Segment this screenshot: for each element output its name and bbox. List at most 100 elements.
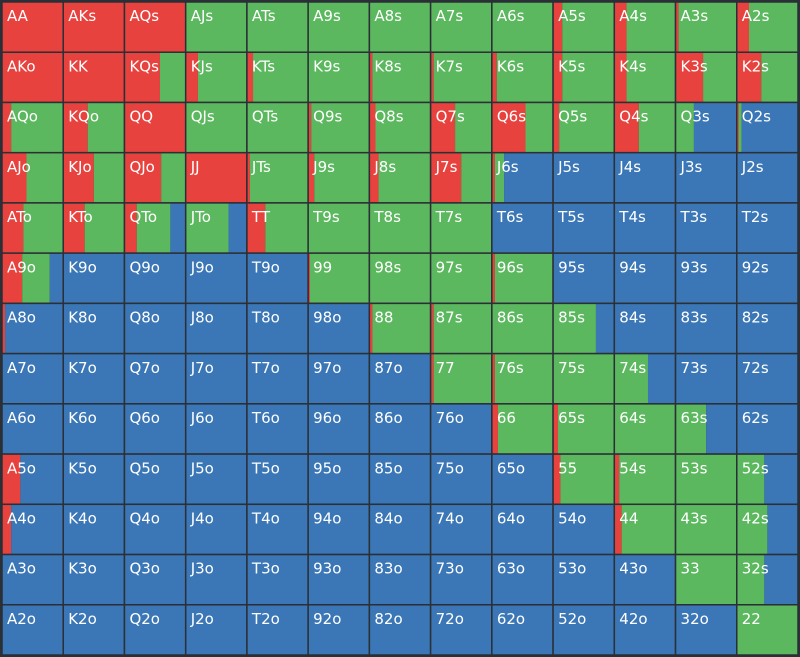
mix-segment (647, 353, 676, 404)
mix-segment (2, 454, 21, 505)
hand-label: J2o (190, 610, 214, 628)
mix-segment (430, 102, 456, 153)
hand-label: Q8o (129, 309, 160, 327)
mix-segment (614, 403, 676, 455)
hand-label: AJo (7, 158, 31, 176)
mix-segment (736, 454, 765, 505)
mix-segment (185, 454, 247, 505)
hand-label: KJs (191, 57, 213, 75)
mix-segment (703, 52, 737, 103)
mix-segment (553, 152, 615, 203)
mix-segment (124, 152, 162, 203)
mix-segment (124, 504, 186, 555)
mix-segment (63, 52, 125, 103)
hand-label: A6o (7, 409, 36, 427)
mix-segment (124, 202, 137, 254)
mix-segment (614, 353, 648, 404)
mix-segment (553, 403, 558, 455)
hand-label: K5o (68, 459, 97, 477)
mix-segment (311, 102, 370, 153)
mix-segment (124, 403, 186, 455)
hand-label: 54o (558, 510, 586, 528)
mix-segment (136, 202, 171, 254)
mix-segment (491, 253, 495, 304)
mix-segment (124, 554, 186, 605)
hand-label: J3o (190, 560, 214, 578)
mix-segment (553, 52, 563, 103)
mix-segment (767, 504, 798, 555)
hand-label: 52o (558, 610, 586, 628)
mix-segment (626, 52, 676, 103)
hand-label: A3s (681, 7, 709, 25)
mix-segment (124, 353, 186, 404)
hand-label: Q6s (497, 108, 526, 126)
mix-segment (246, 152, 250, 203)
mix-segment (430, 504, 492, 555)
hand-label: T3s (680, 208, 708, 226)
hand-label: K7o (68, 359, 97, 377)
mix-segment (246, 202, 266, 254)
mix-segment (63, 253, 125, 304)
mix-segment (741, 102, 798, 153)
hand-label: JTo (190, 208, 211, 226)
mix-segment (736, 52, 762, 103)
mix-segment (369, 554, 431, 605)
mix-segment (308, 253, 310, 304)
mix-segment (63, 403, 125, 455)
mix-segment (614, 454, 620, 505)
mix-segment (2, 2, 64, 53)
hand-label: 62o (497, 610, 525, 628)
hand-label: JTs (251, 158, 271, 176)
mix-segment (430, 454, 492, 505)
hand-label: J6o (190, 409, 214, 427)
mix-segment (5, 303, 64, 354)
hand-label: Q5o (129, 459, 160, 477)
mix-segment (736, 353, 798, 404)
hand-label: 65s (558, 409, 585, 427)
mix-segment (308, 52, 370, 103)
hand-label: 73s (681, 359, 708, 377)
hand-label: 75s (558, 359, 585, 377)
mix-segment (675, 353, 737, 404)
mix-segment (675, 253, 737, 304)
mix-segment (621, 504, 676, 555)
mix-segment (491, 303, 554, 354)
mix-segment (433, 303, 492, 354)
hand-label: J4o (190, 510, 214, 528)
mix-segment (553, 504, 615, 555)
mix-segment (553, 102, 560, 153)
mix-segment (675, 102, 694, 153)
mix-segment (738, 102, 742, 153)
mix-segment (736, 152, 798, 203)
hand-label: QTo (129, 208, 157, 226)
mix-segment (161, 152, 186, 203)
mix-segment (369, 403, 431, 455)
mix-segment (228, 202, 247, 254)
mix-segment (430, 253, 492, 304)
hand-label: ATs (252, 7, 276, 25)
mix-segment (559, 102, 615, 153)
mix-segment (246, 554, 309, 605)
hand-label: 76s (497, 359, 524, 377)
hand-label: Q3s (681, 108, 710, 126)
hand-label: J5o (190, 459, 214, 477)
mix-segment (675, 504, 737, 555)
hand-label: 53s (681, 459, 708, 477)
mix-segment (2, 102, 12, 153)
mix-segment (369, 604, 431, 655)
mix-segment (185, 504, 247, 555)
mix-segment (185, 253, 247, 304)
mix-segment (63, 202, 85, 254)
mix-segment (430, 152, 462, 203)
hand-label: 94s (619, 258, 646, 276)
cell-border[interactable] (736, 604, 799, 656)
mix-segment (2, 52, 64, 103)
mix-segment (614, 253, 676, 304)
hand-label: J7s (435, 158, 458, 176)
hand-label: Q3o (129, 560, 160, 578)
hand-label: 75o (436, 459, 464, 477)
mix-segment (185, 303, 247, 354)
mix-segment (430, 52, 434, 103)
hand-label: 83o (374, 560, 402, 578)
mix-segment (433, 52, 492, 103)
